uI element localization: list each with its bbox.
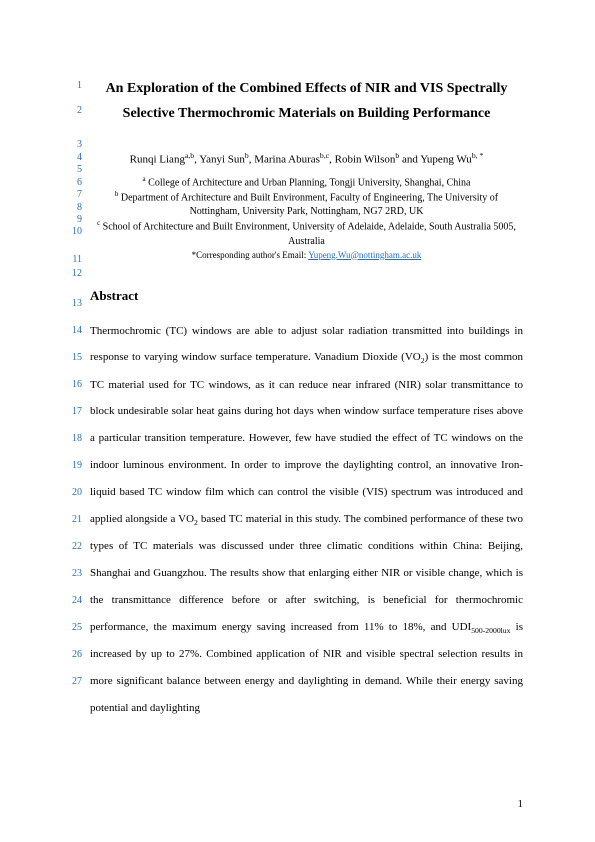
corresponding-author: *Corresponding author's Email: Yupeng.Wu… (90, 250, 523, 260)
paper-title: An Exploration of the Combined Effects o… (90, 76, 523, 126)
line-number: 17 (72, 406, 82, 417)
line-number: 26 (72, 649, 82, 660)
line-number: 20 (72, 487, 82, 498)
line-number: 2 (77, 105, 82, 116)
line-number: 12 (72, 268, 82, 279)
authors-list: Runqi Lianga,b, Yanyi Sunb, Marina Abura… (90, 150, 523, 168)
line-number: 9 (77, 214, 82, 225)
line-number: 21 (72, 514, 82, 525)
line-number: 3 (77, 139, 82, 150)
line-number: 22 (72, 541, 82, 552)
affiliations: a College of Architecture and Urban Plan… (90, 175, 523, 249)
title-line-2: Selective Thermochromic Materials on Bui… (90, 101, 523, 126)
line-number: 11 (72, 254, 82, 265)
line-number: 23 (72, 568, 82, 579)
line-number: 19 (72, 460, 82, 471)
page-content: An Exploration of the Combined Effects o… (90, 76, 523, 722)
line-number: 14 (72, 325, 82, 336)
line-number: 27 (72, 676, 82, 687)
affiliation-a: a College of Architecture and Urban Plan… (90, 175, 523, 190)
line-number: 25 (72, 622, 82, 633)
line-number: 8 (77, 202, 82, 213)
line-number: 4 (77, 152, 82, 163)
line-number: 7 (77, 189, 82, 200)
line-number: 6 (77, 177, 82, 188)
page-number: 1 (518, 798, 524, 810)
line-number: 1 (77, 80, 82, 91)
corresponding-label: *Corresponding author's Email: (192, 250, 307, 260)
abstract-body: Thermochromic (TC) windows are able to a… (90, 318, 523, 722)
affiliation-b: b Department of Architecture and Built E… (90, 190, 523, 219)
title-line-1: An Exploration of the Combined Effects o… (90, 76, 523, 101)
line-number: 16 (72, 379, 82, 390)
line-number: 13 (72, 298, 82, 309)
line-number: 15 (72, 352, 82, 363)
abstract-heading: Abstract (90, 288, 523, 304)
affiliation-c: c School of Architecture and Built Envir… (90, 219, 523, 248)
line-number: 5 (77, 164, 82, 175)
line-number: 10 (72, 226, 82, 237)
corresponding-email[interactable]: Yupeng.Wu@nottingham.ac.uk (308, 250, 421, 260)
line-number: 24 (72, 595, 82, 606)
line-number: 18 (72, 433, 82, 444)
